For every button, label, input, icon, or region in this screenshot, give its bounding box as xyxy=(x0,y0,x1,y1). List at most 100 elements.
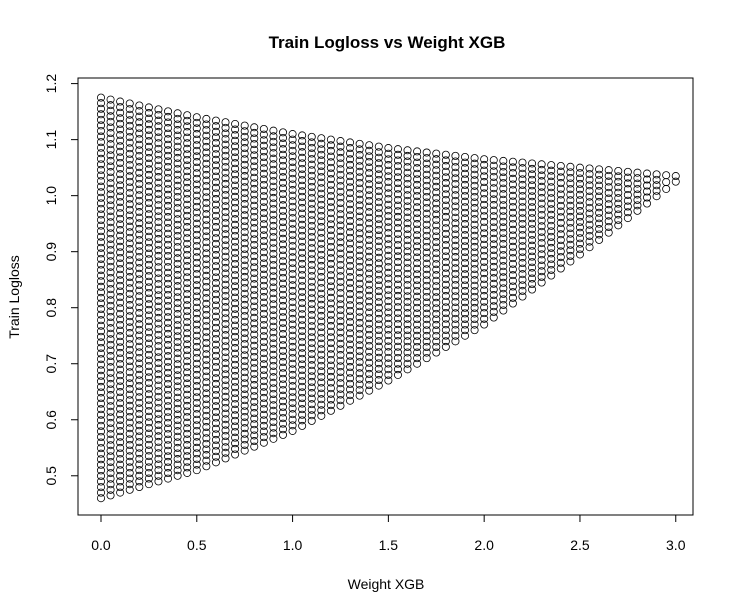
data-point xyxy=(528,186,537,195)
data-point xyxy=(154,257,163,266)
data-point xyxy=(202,310,211,319)
data-point xyxy=(441,195,450,204)
data-point xyxy=(556,230,565,239)
data-point xyxy=(422,259,431,268)
data-point xyxy=(595,208,604,217)
data-point xyxy=(403,286,412,295)
data-point xyxy=(259,315,268,324)
data-point xyxy=(211,161,220,170)
data-point xyxy=(422,148,431,157)
data-point xyxy=(508,174,517,183)
data-point xyxy=(441,167,450,176)
data-point xyxy=(211,374,220,383)
data-point xyxy=(269,216,278,225)
data-point xyxy=(221,280,230,289)
data-point xyxy=(547,260,556,269)
data-point xyxy=(96,254,105,263)
data-point xyxy=(144,131,153,140)
data-point xyxy=(202,249,211,258)
data-point xyxy=(211,452,220,461)
data-point xyxy=(326,389,335,398)
data-point xyxy=(173,114,182,123)
data-point xyxy=(365,247,374,256)
data-point xyxy=(307,283,316,292)
data-point xyxy=(144,350,153,359)
data-point xyxy=(192,242,201,251)
data-point xyxy=(202,451,211,460)
data-point xyxy=(269,244,278,253)
data-point xyxy=(633,195,642,204)
data-point xyxy=(528,159,537,168)
data-point xyxy=(413,225,422,234)
data-point xyxy=(106,117,115,126)
data-point xyxy=(413,287,422,296)
x-tick-label: 2.5 xyxy=(570,537,590,553)
data-point xyxy=(154,189,163,198)
data-point xyxy=(288,135,297,144)
data-point xyxy=(240,312,249,321)
data-point xyxy=(537,171,546,180)
data-point xyxy=(307,350,316,359)
data-point xyxy=(116,449,125,458)
data-point xyxy=(374,370,383,379)
data-point xyxy=(374,331,383,340)
data-point xyxy=(96,321,105,330)
data-point xyxy=(202,378,211,387)
data-point xyxy=(106,223,115,232)
data-point xyxy=(116,108,125,117)
data-point xyxy=(211,335,220,344)
data-point xyxy=(278,352,287,361)
data-point xyxy=(288,242,297,251)
data-point xyxy=(336,176,345,185)
data-point xyxy=(499,179,508,188)
data-point xyxy=(307,221,316,230)
data-point xyxy=(221,303,230,312)
data-point xyxy=(537,182,546,191)
data-point xyxy=(365,314,374,323)
data-point xyxy=(106,234,115,243)
data-point xyxy=(96,260,105,269)
data-point xyxy=(470,209,479,218)
data-point xyxy=(96,305,105,314)
data-point xyxy=(317,278,326,287)
data-point xyxy=(365,319,374,328)
data-point xyxy=(164,318,173,327)
data-point xyxy=(231,147,240,156)
data-point xyxy=(585,243,594,252)
data-point xyxy=(288,309,297,318)
data-point xyxy=(307,305,316,314)
data-point xyxy=(346,200,355,209)
data-point xyxy=(135,449,144,458)
data-point xyxy=(192,303,201,312)
data-point xyxy=(374,270,383,279)
data-point xyxy=(96,405,105,414)
data-point xyxy=(489,167,498,176)
data-point xyxy=(346,295,355,304)
data-point xyxy=(518,292,527,301)
data-point xyxy=(499,278,508,287)
data-point xyxy=(202,434,211,443)
data-point xyxy=(135,213,144,222)
data-point xyxy=(202,126,211,135)
data-point xyxy=(250,218,259,227)
data-point xyxy=(125,452,134,461)
data-point xyxy=(154,116,163,125)
data-point xyxy=(192,376,201,385)
data-point xyxy=(192,264,201,273)
data-point xyxy=(441,320,450,329)
data-point xyxy=(154,178,163,187)
data-point xyxy=(288,348,297,357)
data-point xyxy=(154,201,163,210)
data-point xyxy=(96,243,105,252)
data-point xyxy=(528,258,537,267)
data-point xyxy=(202,277,211,286)
data-point xyxy=(144,255,153,264)
data-point xyxy=(183,323,192,332)
data-point xyxy=(116,131,125,140)
data-point xyxy=(528,280,537,289)
data-point xyxy=(556,201,565,210)
data-point xyxy=(556,173,565,182)
data-point xyxy=(173,126,182,135)
data-point xyxy=(547,210,556,219)
data-point xyxy=(202,271,211,280)
